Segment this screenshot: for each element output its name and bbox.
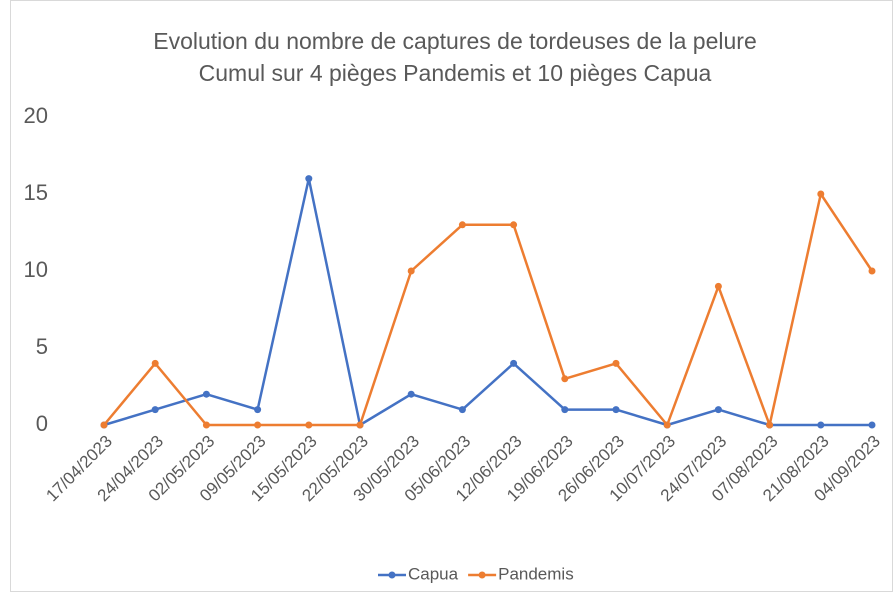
legend-marker	[478, 571, 486, 579]
legend-marker	[388, 571, 396, 579]
legend-label: Pandemis	[498, 564, 574, 583]
data-point	[151, 406, 159, 414]
data-point	[817, 421, 825, 429]
data-point	[202, 421, 210, 429]
y-tick-label: 15	[24, 180, 48, 205]
chart-border	[10, 0, 893, 592]
data-point	[458, 406, 466, 414]
data-point	[714, 282, 722, 290]
data-point	[407, 390, 415, 398]
data-point	[817, 190, 825, 198]
data-point	[766, 421, 774, 429]
data-point	[202, 390, 210, 398]
data-point	[305, 175, 313, 183]
y-tick-label: 20	[24, 103, 48, 128]
chart-subtitle: Cumul sur 4 pièges Pandemis et 10 pièges…	[199, 60, 712, 86]
data-point	[561, 375, 569, 383]
y-tick-label: 10	[24, 257, 48, 282]
data-point	[510, 359, 518, 367]
data-point	[254, 406, 262, 414]
data-point	[561, 406, 569, 414]
series-line	[103, 192, 874, 427]
data-point	[407, 267, 415, 275]
data-point	[100, 421, 108, 429]
data-point	[356, 421, 364, 429]
data-point	[305, 421, 313, 429]
data-point	[868, 421, 876, 429]
y-tick-label: 5	[36, 334, 48, 359]
data-point	[868, 267, 876, 275]
legend-label: Capua	[408, 564, 459, 583]
data-point	[612, 406, 620, 414]
data-point	[458, 221, 466, 229]
data-point	[663, 421, 671, 429]
data-point	[151, 359, 159, 367]
data-point	[612, 359, 620, 367]
data-point	[714, 406, 722, 414]
data-point	[510, 221, 518, 229]
data-point	[254, 421, 262, 429]
chart-title: Evolution du nombre de captures de torde…	[153, 28, 757, 54]
y-tick-label: 0	[36, 411, 48, 436]
series-line	[103, 177, 872, 427]
